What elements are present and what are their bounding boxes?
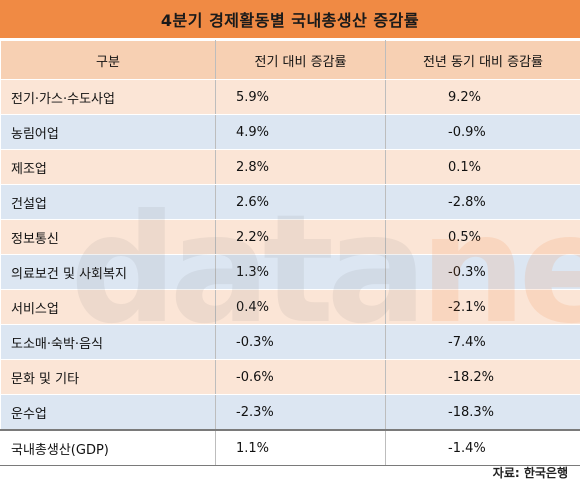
row-yoy-value: -2.1%: [385, 289, 580, 325]
row-category: 도소매·숙박·음식: [0, 324, 216, 360]
row-yoy-value: 0.1%: [385, 149, 580, 185]
table-row: 정보통신 2.2% 0.5%: [0, 219, 580, 255]
row-category: 문화 및 기타: [0, 359, 216, 395]
total-category: 국내총생산(GDP): [0, 429, 216, 466]
table-row: 농림어업 4.9% -0.9%: [0, 114, 580, 150]
page-title: 4분기 경제활동별 국내총생산 증감률: [0, 0, 580, 38]
row-qoq-value: -2.3%: [215, 394, 386, 431]
row-yoy-value: -2.8%: [385, 184, 580, 220]
row-qoq-value: 5.9%: [215, 79, 386, 115]
row-qoq-value: 1.3%: [215, 254, 386, 290]
table-row: 운수업 -2.3% -18.3%: [0, 394, 580, 431]
table-row: 문화 및 기타 -0.6% -18.2%: [0, 359, 580, 395]
row-yoy-value: -7.4%: [385, 324, 580, 360]
row-qoq-value: 4.9%: [215, 114, 386, 150]
column-header-category: 구분: [0, 40, 216, 80]
row-qoq-value: -0.6%: [215, 359, 386, 395]
row-yoy-value: -18.2%: [385, 359, 580, 395]
row-qoq-value: 2.2%: [215, 219, 386, 255]
row-category: 전기·가스·수도사업: [0, 79, 216, 115]
table-row: 의료보건 및 사회복지 1.3% -0.3%: [0, 254, 580, 290]
table-row: 도소매·숙박·음식 -0.3% -7.4%: [0, 324, 580, 360]
row-category: 의료보건 및 사회복지: [0, 254, 216, 290]
source-note: 자료: 한국은행: [492, 466, 568, 480]
row-category: 서비스업: [0, 289, 216, 325]
row-qoq-value: 0.4%: [215, 289, 386, 325]
row-category: 제조업: [0, 149, 216, 185]
row-yoy-value: -0.9%: [385, 114, 580, 150]
row-yoy-value: 9.2%: [385, 79, 580, 115]
row-yoy-value: 0.5%: [385, 219, 580, 255]
table-row: 전기·가스·수도사업 5.9% 9.2%: [0, 79, 580, 115]
row-qoq-value: 2.6%: [215, 184, 386, 220]
column-header-qoq: 전기 대비 증감률: [215, 40, 386, 80]
table-total-row: 국내총생산(GDP) 1.1% -1.4%: [0, 429, 580, 466]
row-yoy-value: -18.3%: [385, 394, 580, 431]
total-yoy-value: -1.4%: [385, 429, 580, 466]
column-header-yoy: 전년 동기 대비 증감률: [385, 40, 580, 80]
page-title-text: 4분기 경제활동별 국내총생산 증감률: [160, 11, 420, 30]
table-header-row: 구분 전기 대비 증감률 전년 동기 대비 증감률: [0, 40, 580, 80]
table-row: 서비스업 0.4% -2.1%: [0, 289, 580, 325]
row-qoq-value: -0.3%: [215, 324, 386, 360]
total-qoq-value: 1.1%: [215, 429, 386, 466]
row-qoq-value: 2.8%: [215, 149, 386, 185]
row-category: 운수업: [0, 394, 216, 431]
row-category: 농림어업: [0, 114, 216, 150]
table-row: 건설업 2.6% -2.8%: [0, 184, 580, 220]
row-category: 건설업: [0, 184, 216, 220]
row-category: 정보통신: [0, 219, 216, 255]
table-row: 제조업 2.8% 0.1%: [0, 149, 580, 185]
gdp-growth-table: 구분 전기 대비 증감률 전년 동기 대비 증감률 전기·가스·수도사업 5.9%…: [0, 40, 580, 466]
row-yoy-value: -0.3%: [385, 254, 580, 290]
